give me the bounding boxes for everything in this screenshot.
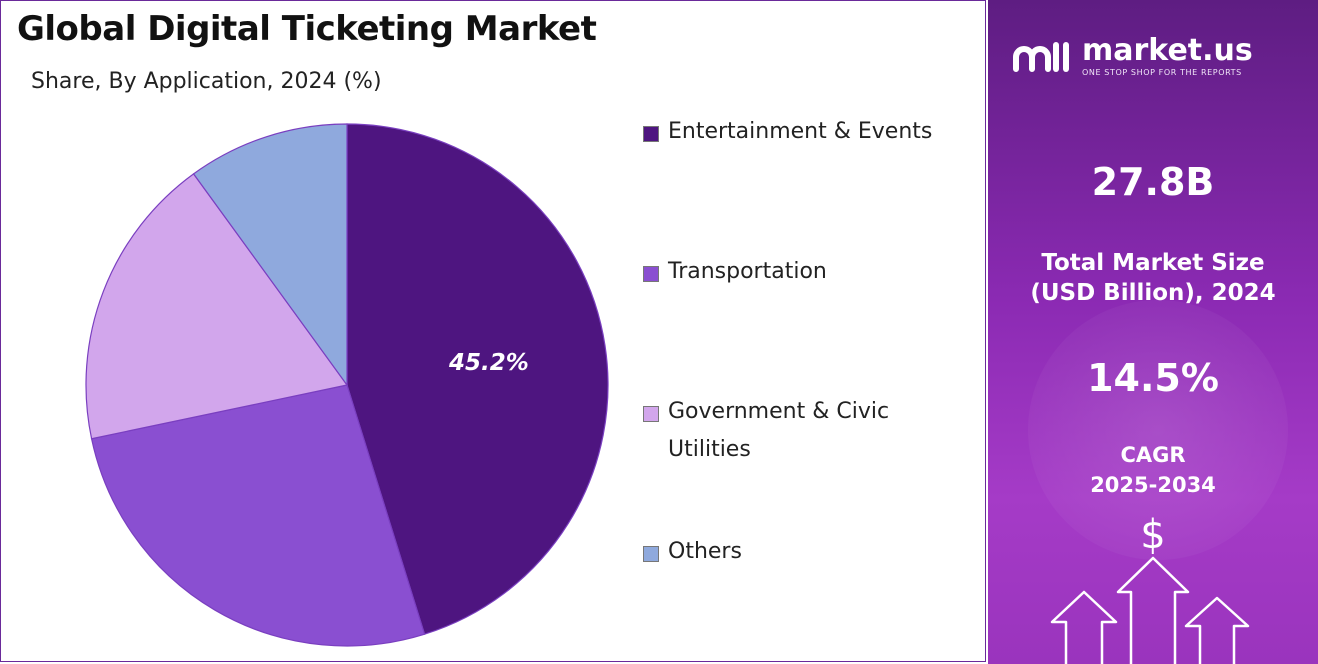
- background-glow: [1028, 300, 1288, 560]
- pie-slice-2: [90, 384, 426, 647]
- legend-swatch: [643, 406, 659, 422]
- pie-slice-4: [192, 123, 348, 387]
- legend-swatch: [643, 126, 659, 142]
- cagr-label-line1: CAGR: [1120, 443, 1186, 467]
- market-size-value: 27.8B: [1091, 160, 1215, 204]
- legend-item-others: Others: [643, 539, 968, 571]
- brand: market.us ONE STOP SHOP FOR THE REPORTS: [1010, 36, 1253, 77]
- legend-label: Transportation: [668, 259, 827, 284]
- market-size-label-line2: (USD Billion), 2024: [1030, 280, 1276, 306]
- brand-tagline: ONE STOP SHOP FOR THE REPORTS: [1082, 68, 1242, 77]
- brand-name: market.us: [1082, 33, 1253, 68]
- legend-label: Others: [668, 539, 742, 564]
- legend-label: Entertainment & Events: [668, 119, 933, 144]
- legend-swatch: [643, 266, 659, 282]
- legend-item-entertainment: Entertainment & Events: [643, 119, 968, 151]
- legend-item-transportation: Transportation: [643, 259, 968, 291]
- pie-slice-1: [346, 123, 609, 635]
- market-us-logo-icon: [1013, 41, 1069, 72]
- pie-slice-3: [85, 173, 349, 440]
- chart-title: Global Digital Ticketing Market: [17, 9, 597, 49]
- pie-data-label: 45.2%: [448, 350, 529, 376]
- cagr-value: 14.5%: [1087, 356, 1219, 400]
- legend-label: Government & Civic Utilities: [668, 399, 890, 462]
- market-size-label: Total Market Size (USD Billion), 2024: [988, 248, 1318, 308]
- growth-arrows-icon: [1050, 556, 1250, 664]
- legend-swatch: [643, 546, 659, 562]
- market-size-label-line1: Total Market Size: [1041, 250, 1265, 276]
- pie-chart: 45.2%: [85, 123, 609, 647]
- cagr-label-line2: 2025-2034: [1090, 473, 1216, 497]
- cagr-label: CAGR 2025-2034: [988, 440, 1318, 500]
- dollar-icon: $: [1140, 512, 1166, 558]
- chart-panel: Global Digital Ticketing Market Share, B…: [0, 0, 986, 662]
- chart-subtitle: Share, By Application, 2024 (%): [31, 69, 382, 94]
- summary-sidebar: market.us ONE STOP SHOP FOR THE REPORTS …: [988, 0, 1318, 664]
- legend-item-government: Government & Civic Utilities: [643, 399, 968, 469]
